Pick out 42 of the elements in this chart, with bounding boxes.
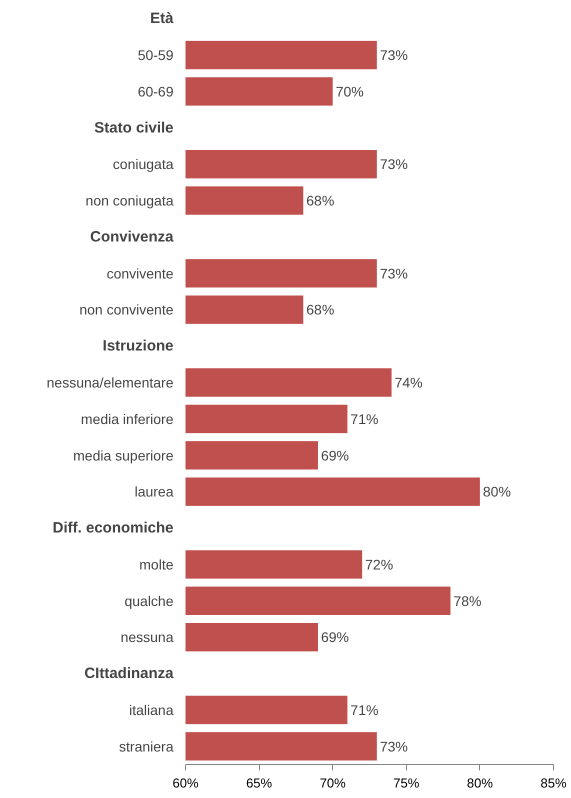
data-label: 68% (306, 192, 334, 209)
data-label: 74% (394, 374, 423, 390)
y-tick-label: non coniugata (86, 192, 174, 209)
data-label: 73% (380, 265, 408, 282)
y-tick-label: qualche (124, 592, 174, 609)
data-label: 73% (380, 47, 408, 64)
y-tick-label: 60-69 (138, 83, 174, 100)
data-label: 69% (320, 447, 350, 464)
data-label: 72% (365, 556, 394, 572)
x-tick-label: 75% (393, 776, 420, 790)
y-tick-label: Età (150, 10, 174, 28)
y-tick-label: convivente (106, 265, 174, 282)
y-tick-label: Stato civile (94, 119, 174, 136)
y-tick-label: Istruzione (102, 338, 174, 355)
data-label: 69% (320, 629, 350, 646)
x-tick-label: 85% (540, 776, 567, 790)
y-tick-label: laurea (134, 484, 174, 500)
y-tick-label: 50-59 (138, 47, 174, 64)
data-label: 80% (482, 484, 511, 500)
y-tick-label: non convivente (79, 302, 174, 318)
y-tick-label: Diff. economiche (52, 520, 174, 537)
y-tick-label: CIttadinanza (84, 665, 174, 682)
y-tick-label: coniugata (112, 156, 174, 172)
y-tick-label: nessuna (120, 629, 174, 646)
data-label: 68% (306, 302, 334, 318)
data-label: 73% (380, 738, 408, 754)
data-label: 73% (380, 156, 408, 172)
x-tick-label: 80% (466, 776, 494, 790)
y-tick-label: italiana (129, 702, 174, 718)
y-tick-label: Convivenza (90, 228, 174, 246)
data-label: 71% (350, 702, 378, 718)
y-tick-label: media superiore (73, 447, 174, 464)
x-tick-label: 65% (246, 776, 273, 790)
data-label: 71% (350, 410, 378, 427)
data-label: 70% (336, 83, 364, 100)
x-tick-label: 60% (172, 776, 199, 790)
data-label: 78% (453, 592, 482, 609)
x-tick-label: 70% (320, 776, 346, 790)
y-tick-label: media inferiore (80, 410, 174, 427)
y-tick-label: nessuna/elementare (46, 374, 174, 390)
y-tick-label: straniera (119, 738, 174, 754)
y-tick-label: molte (139, 556, 174, 572)
